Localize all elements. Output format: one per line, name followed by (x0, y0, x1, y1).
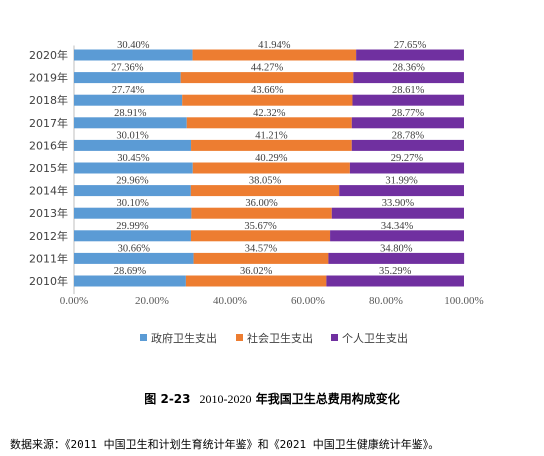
figure-number: 图 2-23 (144, 392, 191, 406)
bar-segment-2 (192, 49, 357, 61)
bar-segment-2 (192, 162, 350, 174)
legend-label-3: 个人卫生支出 (342, 331, 408, 345)
data-label-3: 28.77% (392, 108, 425, 119)
data-label-3: 33.90% (382, 198, 415, 209)
data-label-2: 36.02% (240, 266, 273, 277)
stacked-bar-chart: 2020年 30.40% 41.94% 27.65% 2019年 27.36% 44.27%… (29, 40, 484, 345)
category-label: 2013年 (29, 206, 68, 220)
data-label-2: 35.67% (244, 221, 277, 232)
bar-segment-3 (349, 162, 465, 174)
data-label-2: 44.27% (251, 63, 284, 74)
data-label-3: 34.80% (380, 243, 413, 254)
data-label-2: 41.94% (258, 40, 291, 51)
bar-segment-1 (74, 139, 192, 151)
bar-segment-2 (191, 139, 352, 151)
data-label-3: 28.61% (392, 85, 425, 96)
category-label: 2010年 (29, 274, 68, 288)
x-tick-label: 0.00% (60, 295, 88, 307)
legend-label-1: 政府卫生支出 (151, 331, 217, 345)
bar-segment-1 (74, 207, 192, 219)
data-label-2: 36.00% (245, 198, 278, 209)
bar-segment-3 (328, 252, 465, 264)
data-label-3: 34.34% (381, 221, 414, 232)
bar-segment-3 (356, 49, 464, 61)
bar-segment-2 (182, 94, 353, 106)
data-label-1: 29.99% (116, 221, 149, 232)
bar-segment-1 (74, 230, 191, 242)
legend-swatch-3 (331, 334, 338, 341)
bar-segment-1 (74, 72, 181, 84)
data-label-1: 30.66% (118, 243, 151, 254)
legend-swatch-2 (236, 334, 243, 341)
x-tick-label: 20.00% (135, 295, 169, 307)
bar-segment-1 (74, 162, 193, 174)
data-label-2: 40.29% (255, 153, 288, 164)
data-label-1: 30.40% (117, 40, 150, 51)
category-label: 2011年 (29, 251, 68, 265)
bar-segment-2 (180, 72, 354, 84)
x-tick-label: 100.00% (444, 295, 483, 307)
data-label-2: 34.57% (245, 243, 278, 254)
bar-segment-1 (74, 185, 191, 197)
bar-segment-2 (190, 230, 331, 242)
data-label-3: 35.29% (379, 266, 412, 277)
data-label-2: 41.21% (255, 130, 288, 141)
data-label-1: 27.36% (111, 63, 144, 74)
x-tick-label: 40.00% (213, 295, 247, 307)
category-label: 2019年 (29, 71, 68, 85)
bar-segment-2 (190, 185, 340, 197)
data-label-2: 38.05% (249, 176, 282, 187)
bar-segment-3 (353, 72, 464, 84)
category-label: 2018年 (29, 93, 68, 107)
x-tick-label: 60.00% (291, 295, 325, 307)
bar-segment-3 (351, 139, 464, 151)
category-label: 2017年 (29, 116, 68, 130)
x-tick-label: 80.00% (369, 295, 403, 307)
caption-year-range: 2010-2020 (199, 392, 252, 406)
figure-caption: 图 2-23 2010-2020 年我国卫生总费用构成变化 (0, 390, 544, 407)
bar-segment-1 (74, 252, 194, 264)
data-label-1: 30.45% (117, 153, 150, 164)
legend-label-2: 社会卫生支出 (247, 331, 313, 345)
legend-swatch-1 (140, 334, 147, 341)
data-label-1: 27.74% (112, 85, 145, 96)
data-label-3: 31.99% (385, 176, 418, 187)
category-label: 2012年 (29, 229, 68, 243)
category-label: 2020年 (29, 48, 68, 62)
bar-segment-3 (330, 230, 464, 242)
data-label-3: 29.27% (391, 153, 424, 164)
bar-segment-2 (193, 252, 329, 264)
bar-segment-1 (74, 49, 193, 61)
data-label-1: 30.10% (117, 198, 150, 209)
category-label: 2015年 (29, 161, 68, 175)
data-label-1: 28.91% (114, 108, 147, 119)
data-label-1: 28.69% (114, 266, 147, 277)
bar-segment-2 (191, 207, 332, 219)
category-label: 2014年 (29, 184, 68, 198)
bar-segment-1 (74, 94, 183, 106)
bar-segment-1 (74, 117, 187, 129)
bar-segment-3 (352, 94, 465, 106)
bar-segment-3 (326, 275, 464, 287)
data-label-3: 28.78% (392, 130, 425, 141)
category-label: 2016年 (29, 138, 68, 152)
bar-segment-1 (74, 275, 186, 287)
data-label-2: 42.32% (253, 108, 286, 119)
data-label-1: 29.96% (116, 176, 149, 187)
bar-segment-3 (339, 185, 464, 197)
caption-text: 年我国卫生总费用构成变化 (251, 392, 400, 406)
bar-segment-3 (331, 207, 464, 219)
data-label-1: 30.01% (116, 130, 149, 141)
data-label-2: 43.66% (251, 85, 284, 96)
source-note: 数据来源：《2011 中国卫生和计划生育统计年鉴》和《2021 中国卫生健康统计… (10, 438, 440, 451)
data-label-3: 27.65% (394, 40, 427, 51)
bar-segment-2 (185, 275, 327, 287)
bar-segment-2 (186, 117, 352, 129)
bar-segment-3 (351, 117, 464, 129)
data-label-3: 28.36% (392, 63, 425, 74)
